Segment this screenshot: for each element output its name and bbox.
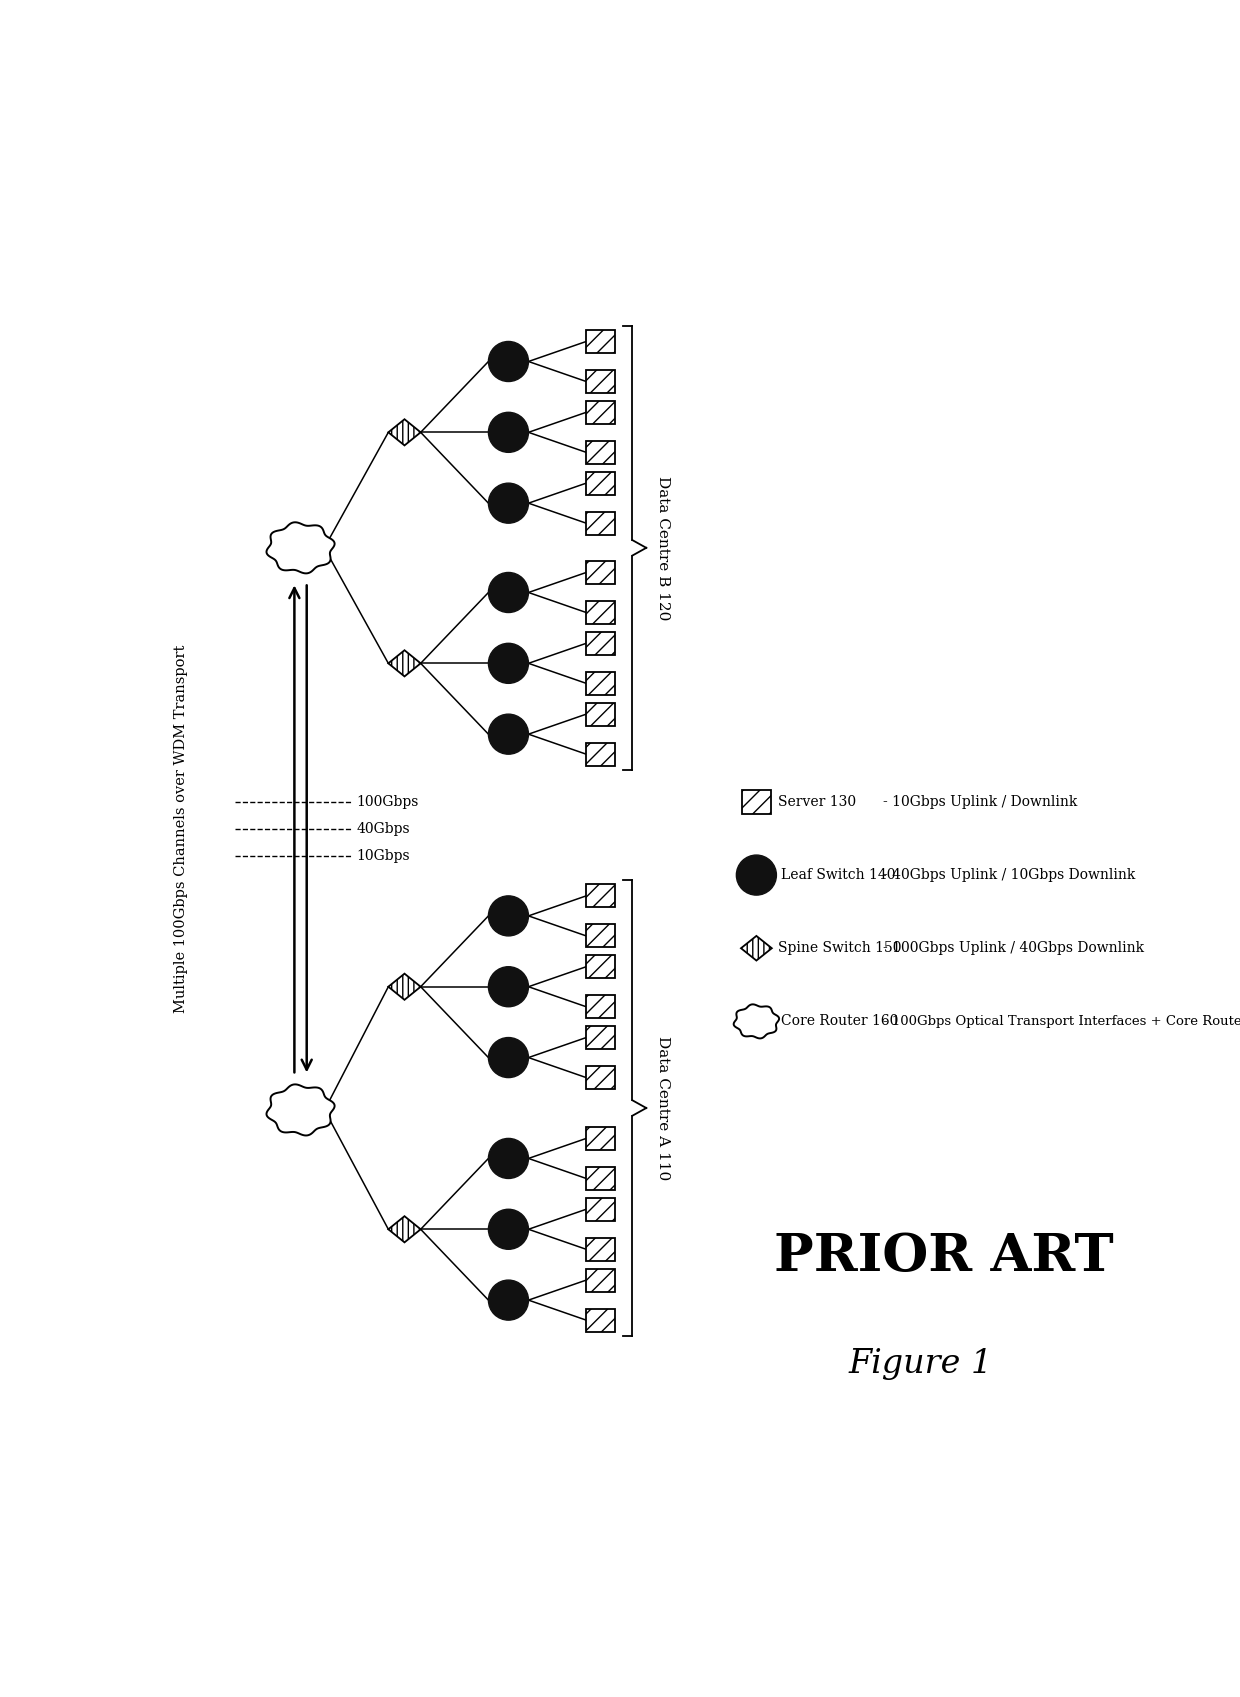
Polygon shape (267, 523, 335, 574)
Circle shape (737, 855, 776, 894)
Text: - 40Gbps Uplink / 10Gbps Downlink: - 40Gbps Uplink / 10Gbps Downlink (883, 869, 1136, 882)
Bar (587, 1269, 615, 1291)
Bar (587, 1237, 615, 1261)
Circle shape (489, 714, 528, 753)
Circle shape (489, 967, 528, 1006)
Text: Server 130: Server 130 (777, 794, 856, 809)
Polygon shape (388, 419, 420, 445)
Circle shape (489, 643, 528, 684)
Polygon shape (267, 1084, 335, 1135)
Polygon shape (742, 937, 771, 961)
Text: - 100Gbps Uplink / 40Gbps Downlink: - 100Gbps Uplink / 40Gbps Downlink (883, 942, 1145, 955)
Polygon shape (388, 1217, 420, 1242)
Circle shape (489, 1210, 528, 1249)
Text: Data Centre A 110: Data Centre A 110 (656, 1035, 670, 1179)
Bar (587, 672, 615, 694)
Circle shape (489, 341, 528, 382)
Circle shape (489, 1280, 528, 1320)
Bar (587, 1168, 615, 1190)
Text: Multiple 100Gbps Channels over WDM Transport: Multiple 100Gbps Channels over WDM Trans… (174, 645, 188, 1013)
Text: Data Centre B 120: Data Centre B 120 (656, 475, 670, 619)
Polygon shape (388, 650, 420, 677)
Text: Core Router 160: Core Router 160 (781, 1015, 899, 1028)
Circle shape (489, 1139, 528, 1178)
Text: - 100Gbps Optical Transport Interfaces + Core Router: - 100Gbps Optical Transport Interfaces +… (883, 1015, 1240, 1028)
Text: PRIOR ART: PRIOR ART (774, 1230, 1114, 1281)
Bar (587, 562, 615, 584)
Bar (587, 631, 615, 655)
Circle shape (489, 1037, 528, 1078)
Bar (587, 472, 615, 496)
Text: 10Gbps: 10Gbps (357, 848, 410, 862)
Text: 100Gbps: 100Gbps (357, 794, 419, 809)
Bar (587, 743, 615, 765)
Text: Figure 1: Figure 1 (848, 1347, 992, 1380)
Polygon shape (388, 974, 420, 1000)
Bar (587, 703, 615, 726)
Bar (587, 601, 615, 624)
Circle shape (489, 896, 528, 937)
Bar (587, 955, 615, 977)
Circle shape (489, 572, 528, 613)
Bar (587, 511, 615, 535)
Bar (587, 329, 615, 353)
Bar (742, 789, 771, 815)
Text: Spine Switch 150: Spine Switch 150 (777, 942, 901, 955)
Bar (587, 1198, 615, 1220)
Circle shape (489, 412, 528, 453)
Bar (587, 884, 615, 908)
Circle shape (489, 484, 528, 523)
Bar (587, 1308, 615, 1332)
Bar (587, 925, 615, 947)
Text: 40Gbps: 40Gbps (357, 821, 410, 837)
Bar (587, 1127, 615, 1151)
Bar (587, 994, 615, 1018)
Bar (587, 1066, 615, 1089)
Bar (587, 1027, 615, 1049)
Bar (587, 441, 615, 463)
Bar (587, 370, 615, 394)
Bar (587, 400, 615, 424)
Polygon shape (734, 1005, 779, 1039)
Text: - 10Gbps Uplink / Downlink: - 10Gbps Uplink / Downlink (883, 794, 1078, 809)
Text: Leaf Switch 140: Leaf Switch 140 (781, 869, 895, 882)
